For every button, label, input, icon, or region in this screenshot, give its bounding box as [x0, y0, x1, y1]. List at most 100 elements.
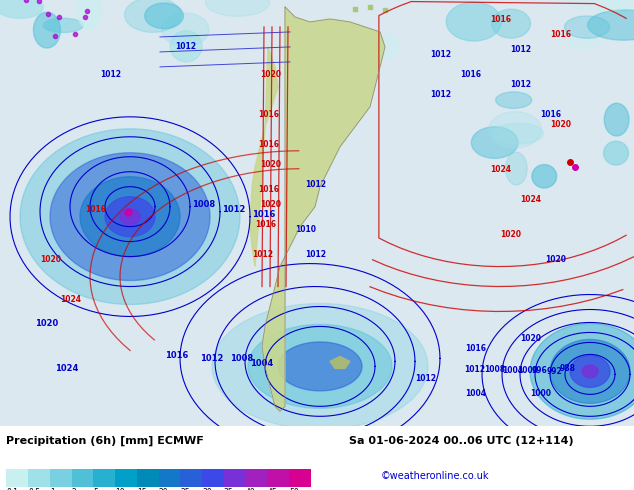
Text: 45: 45: [267, 488, 277, 490]
Bar: [50, 469, 72, 487]
Text: 20: 20: [158, 488, 168, 490]
Text: 1016: 1016: [540, 110, 561, 119]
Polygon shape: [570, 355, 610, 388]
Text: 10: 10: [115, 488, 125, 490]
Polygon shape: [262, 7, 385, 411]
Text: 1010: 1010: [295, 224, 316, 234]
Text: 1016: 1016: [252, 210, 275, 219]
Text: 1012: 1012: [305, 180, 326, 189]
Text: 15: 15: [137, 488, 146, 490]
Text: 5: 5: [93, 488, 98, 490]
Text: 40: 40: [245, 488, 256, 490]
Ellipse shape: [505, 152, 527, 185]
Polygon shape: [550, 340, 630, 403]
Bar: [267, 469, 289, 487]
Text: 1024: 1024: [55, 365, 79, 373]
Text: 1012: 1012: [464, 365, 485, 374]
Text: 1012: 1012: [222, 205, 245, 214]
Text: 1016: 1016: [255, 220, 276, 229]
Polygon shape: [250, 47, 278, 267]
Text: 1016: 1016: [490, 15, 511, 24]
Text: 1012: 1012: [430, 90, 451, 99]
Polygon shape: [248, 324, 392, 408]
Ellipse shape: [569, 37, 600, 49]
Text: 1012: 1012: [510, 45, 531, 54]
Text: Sa 01-06-2024 00..06 UTC (12+114): Sa 01-06-2024 00..06 UTC (12+114): [349, 436, 573, 446]
Text: 1020: 1020: [260, 199, 281, 209]
Text: 1000: 1000: [517, 366, 538, 375]
Ellipse shape: [493, 123, 543, 144]
Text: 1004: 1004: [465, 390, 486, 398]
Text: 1000: 1000: [530, 390, 551, 398]
Text: 50: 50: [289, 488, 299, 490]
Polygon shape: [120, 209, 140, 224]
Text: 1024: 1024: [520, 195, 541, 204]
Ellipse shape: [34, 12, 60, 48]
Bar: [180, 469, 202, 487]
Ellipse shape: [598, 0, 631, 16]
Text: 996: 996: [532, 367, 548, 375]
Ellipse shape: [604, 103, 629, 136]
Bar: [224, 469, 245, 487]
Bar: [245, 469, 267, 487]
Ellipse shape: [446, 2, 501, 41]
Polygon shape: [330, 356, 350, 368]
Text: 2: 2: [72, 488, 76, 490]
Text: 1012: 1012: [200, 354, 223, 364]
Text: 30: 30: [202, 488, 212, 490]
Polygon shape: [20, 129, 240, 304]
Ellipse shape: [496, 92, 532, 108]
Polygon shape: [80, 177, 180, 257]
Polygon shape: [530, 323, 634, 419]
Text: 1020: 1020: [40, 255, 61, 264]
Text: 1016: 1016: [460, 70, 481, 79]
Text: 35: 35: [224, 488, 233, 490]
Ellipse shape: [604, 141, 628, 165]
Text: 1012: 1012: [252, 249, 273, 259]
Bar: [158, 469, 180, 487]
Text: 1012: 1012: [305, 249, 326, 259]
Polygon shape: [50, 153, 210, 281]
Text: 1020: 1020: [550, 120, 571, 129]
Ellipse shape: [43, 18, 84, 32]
Text: 1020: 1020: [500, 230, 521, 239]
Text: 992: 992: [547, 367, 563, 376]
Text: 988: 988: [560, 365, 576, 373]
Text: 1024: 1024: [490, 165, 511, 174]
Text: 1024: 1024: [60, 294, 81, 303]
Ellipse shape: [145, 3, 183, 28]
Text: 1008: 1008: [192, 199, 215, 209]
Ellipse shape: [124, 0, 181, 32]
Text: 25: 25: [180, 488, 190, 490]
Bar: [115, 469, 137, 487]
Ellipse shape: [471, 127, 518, 158]
Text: 1016: 1016: [465, 344, 486, 353]
Text: 1016: 1016: [258, 110, 279, 119]
Bar: [28, 469, 50, 487]
Text: 1020: 1020: [260, 70, 281, 79]
Text: 1020: 1020: [35, 319, 58, 328]
Text: 1: 1: [50, 488, 55, 490]
Text: 1012: 1012: [430, 50, 451, 59]
Text: ©weatheronline.co.uk: ©weatheronline.co.uk: [380, 471, 489, 481]
Ellipse shape: [377, 34, 399, 59]
Bar: [72, 469, 93, 487]
Ellipse shape: [564, 16, 609, 38]
Text: 1008: 1008: [230, 354, 253, 364]
Ellipse shape: [170, 30, 202, 62]
Text: 1012: 1012: [415, 374, 436, 383]
Bar: [289, 469, 311, 487]
Text: 1012: 1012: [175, 42, 196, 51]
Text: 1012: 1012: [100, 70, 121, 79]
Text: 1016: 1016: [258, 185, 279, 194]
Bar: [6, 469, 28, 487]
Bar: [137, 469, 158, 487]
Text: 1016: 1016: [550, 30, 571, 39]
Ellipse shape: [491, 9, 531, 38]
Polygon shape: [582, 365, 598, 378]
Ellipse shape: [567, 0, 634, 11]
Ellipse shape: [77, 0, 101, 29]
Text: 1020: 1020: [260, 160, 281, 169]
Text: 0.5: 0.5: [28, 488, 40, 490]
Text: 0.1: 0.1: [6, 488, 18, 490]
